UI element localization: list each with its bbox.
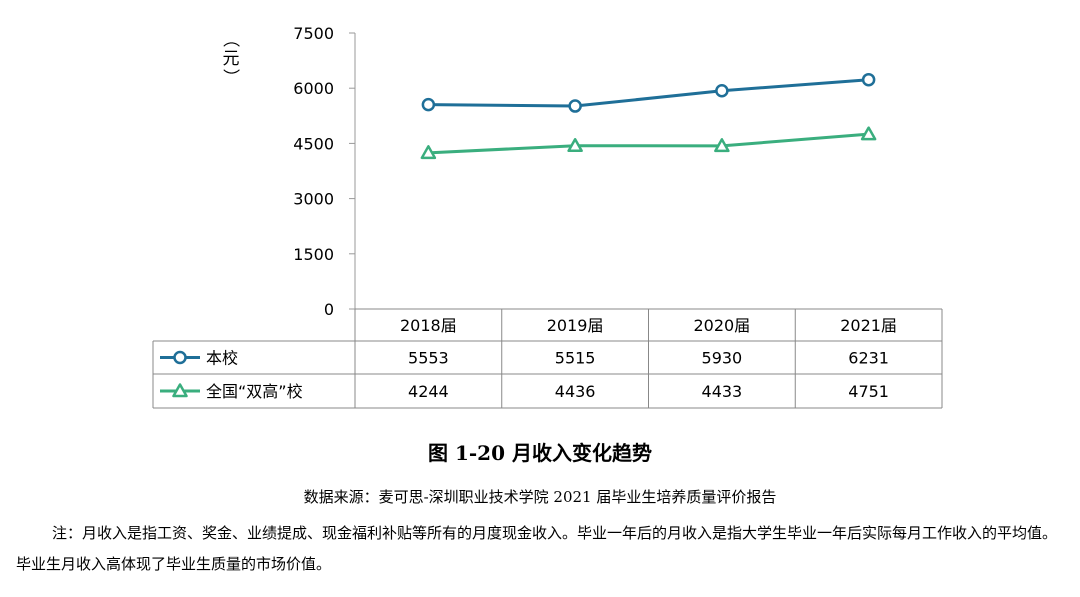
data-value-label: 5553	[408, 349, 449, 368]
data-value-label: 4244	[408, 382, 449, 401]
y-axis-label-char: ）	[220, 69, 240, 86]
series-layer	[420, 72, 877, 160]
x-category-label: 2021届	[840, 316, 897, 335]
data-value-label: 4433	[702, 382, 743, 401]
series-line	[428, 132, 869, 155]
y-tick-label: 4500	[293, 134, 334, 153]
data-value-label: 4751	[848, 382, 889, 401]
y-axis-label-char: （	[220, 31, 240, 48]
series-line	[428, 78, 869, 108]
data-point	[861, 72, 876, 87]
data-point	[421, 97, 436, 112]
line-chart: （元） 0 1500 3000 4500 6000 7500 2018届 2019届 2020…	[152, 24, 943, 409]
y-tick-label: 3000	[293, 190, 334, 209]
data-point	[715, 84, 729, 98]
x-category-label: 2018届	[400, 316, 457, 335]
data-point	[714, 138, 730, 153]
y-tick-label: 1500	[293, 245, 334, 264]
data-point	[567, 138, 583, 153]
data-point	[568, 99, 582, 113]
y-tick-label: 6000	[293, 79, 334, 98]
figure-caption: 图 1-20 月收入变化趋势	[428, 441, 652, 465]
y-axis-label-char: 元	[223, 49, 240, 69]
x-category-label: 2019届	[547, 316, 604, 335]
legend-series-name: 全国“双高”校	[206, 382, 303, 401]
figure-note: 注：月收入是指工资、奖金、业绩提成、现金福利补贴等所有的月度现金收入。毕业一年后…	[16, 524, 1058, 573]
x-category-label: 2020届	[694, 316, 751, 335]
y-tick-label: 0	[324, 300, 334, 319]
legend-key-marker	[172, 383, 188, 398]
legend-series-name: 本校	[206, 349, 238, 368]
data-value-label: 5930	[702, 349, 743, 368]
y-axis-ticks: 0 1500 3000 4500 6000 7500	[293, 24, 355, 319]
y-tick-label: 7500	[293, 24, 334, 43]
legend-key-marker	[173, 350, 187, 365]
data-value-label: 6231	[848, 349, 889, 368]
data-source: 数据来源：麦可思-深圳职业技术学院 2021 届毕业生培养质量评价报告	[303, 488, 777, 506]
data-value-label: 4436	[555, 382, 596, 401]
data-value-label: 5515	[555, 349, 596, 368]
data-point	[420, 145, 437, 160]
y-axis-label: （元）	[220, 31, 240, 86]
data-point	[860, 126, 877, 141]
